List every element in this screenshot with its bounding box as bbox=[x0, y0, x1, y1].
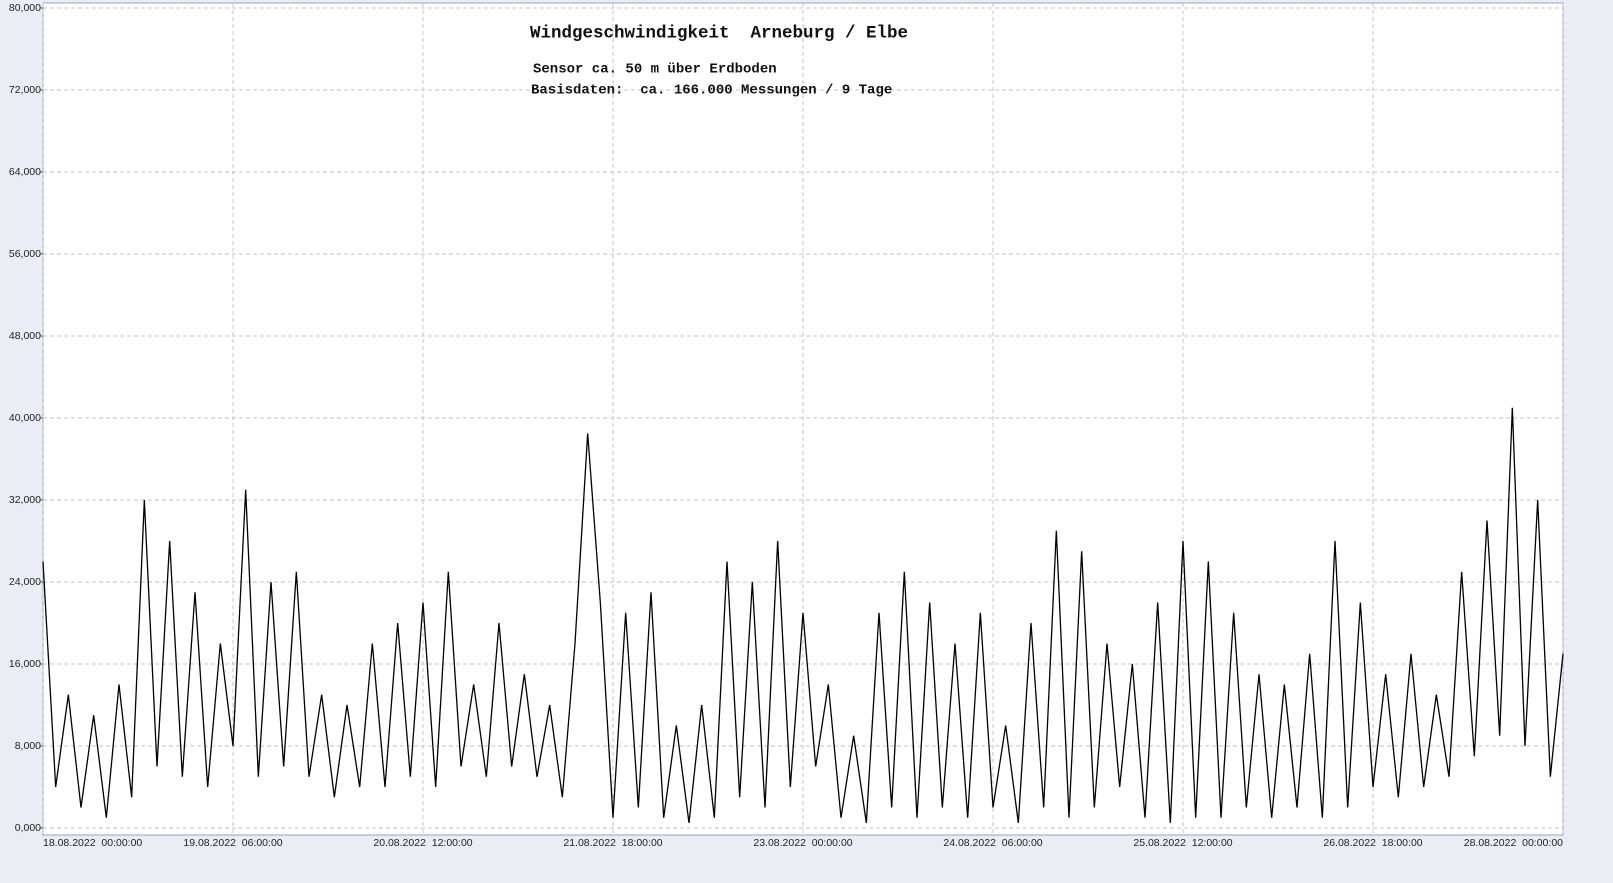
chart-subtitle: Sensor ca. 50 m über Erdboden bbox=[533, 62, 777, 78]
chart-title: Windgeschwindigkeit Arneburg / Elbe bbox=[530, 24, 908, 44]
y-tick-label: 40,000 bbox=[9, 412, 41, 424]
y-tick-label: 80,000 bbox=[9, 2, 41, 14]
y-tick-label: 64,000 bbox=[9, 166, 41, 178]
y-tick-label: 16,000 bbox=[9, 658, 41, 670]
grid bbox=[42, 3, 1564, 835]
y-tick-label: 24,000 bbox=[9, 576, 41, 588]
x-tick-label: 26.08.2022 18:00:00 bbox=[1323, 837, 1422, 849]
series-line bbox=[42, 407, 1564, 823]
y-tick-label: 0,000 bbox=[15, 822, 41, 834]
y-tick-label: 72,000 bbox=[9, 84, 41, 96]
y-tick-label: 8,000 bbox=[15, 740, 41, 752]
y-tick-label: 32,000 bbox=[9, 494, 41, 506]
x-tick-label: 25.08.2022 12:00:00 bbox=[1133, 837, 1232, 849]
x-tick-label: 21.08.2022 18:00:00 bbox=[563, 837, 662, 849]
y-tick-label: 56,000 bbox=[9, 248, 41, 260]
x-tick-label: 19.08.2022 06:00:00 bbox=[183, 837, 282, 849]
marks bbox=[42, 407, 1564, 823]
x-tick-label: 28.08.2022 00:00:00 bbox=[1464, 837, 1563, 849]
x-tick-label: 24.08.2022 06:00:00 bbox=[943, 837, 1042, 849]
ticks: 0,000 8,000 16,000 24,000 32,000 40,000 48,000… bbox=[9, 2, 1563, 849]
chart-subtitle: Basisdaten: ca. 166.000 Messungen / 9 Ta… bbox=[531, 83, 892, 99]
x-tick-label: 20.08.2022 12:00:00 bbox=[373, 837, 472, 849]
x-tick-label: 18.08.2022 00:00:00 bbox=[43, 837, 142, 849]
x-tick-label: 23.08.2022 00:00:00 bbox=[753, 837, 852, 849]
y-tick-label: 48,000 bbox=[9, 330, 41, 342]
